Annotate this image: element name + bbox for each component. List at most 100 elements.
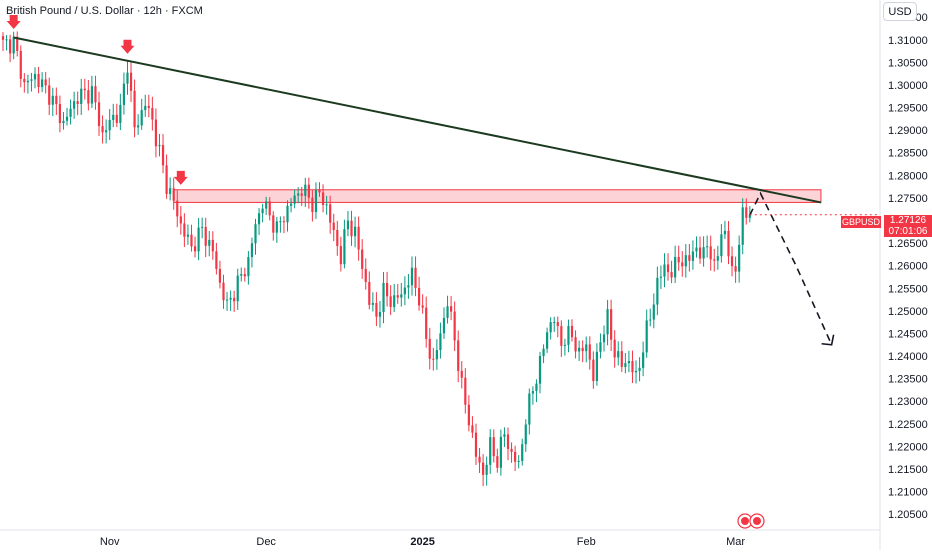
candle [510, 442, 513, 463]
candle [33, 67, 37, 89]
candle [481, 454, 485, 487]
candle-body [510, 448, 513, 452]
candle-body [41, 79, 44, 88]
last-price-badge: 1.27126 07:01:06 [884, 215, 932, 237]
candle [41, 72, 44, 93]
candle [225, 291, 229, 311]
candle [706, 235, 709, 258]
candle-body [371, 303, 374, 305]
forecast-arrowhead [821, 334, 835, 346]
candle [218, 260, 222, 289]
candle [407, 273, 410, 299]
candle [23, 73, 26, 93]
candle [745, 198, 748, 225]
candle-body [112, 114, 115, 120]
candle [727, 221, 730, 265]
candle [393, 283, 396, 312]
candle [282, 216, 286, 234]
candle [567, 319, 570, 353]
candle-body [538, 356, 542, 384]
candle-body [503, 434, 506, 437]
candle [499, 429, 502, 476]
candle [606, 299, 609, 346]
candle-body [229, 297, 232, 300]
candle-body [101, 126, 104, 133]
candle [442, 307, 446, 339]
candle-body [570, 325, 574, 338]
candle-body [457, 340, 460, 371]
candle-body [304, 184, 307, 196]
candle [627, 350, 631, 373]
down-arrow-icon [120, 39, 135, 54]
candle-body [727, 230, 730, 257]
candle [90, 75, 94, 108]
candle-body [307, 184, 310, 198]
candle-body [741, 207, 744, 245]
candle-body [211, 239, 214, 252]
candle-body [695, 247, 698, 252]
candle-body [496, 456, 499, 468]
y-tick-label: 1.28500 [888, 148, 928, 160]
chart-title: British Pound / U.S. Dollar · 12h · FXCM [6, 5, 203, 17]
candle [311, 190, 314, 222]
candle [578, 340, 581, 361]
candle-body [478, 456, 481, 463]
candle-body [265, 201, 268, 209]
candle-body [5, 39, 8, 41]
candle [410, 256, 414, 296]
candle [140, 98, 143, 130]
candle [80, 78, 83, 115]
candle [12, 31, 15, 60]
candle-body [218, 268, 222, 283]
y-tick-label: 1.24000 [888, 351, 928, 363]
candle-body [336, 229, 339, 247]
candle-body [393, 295, 396, 308]
y-tick-label: 1.28000 [888, 170, 928, 182]
candle [649, 308, 652, 327]
candle-body [428, 338, 431, 359]
candle-body [268, 201, 271, 216]
candle-body [154, 119, 158, 147]
candle [464, 368, 467, 414]
candle-body [350, 220, 353, 237]
candle-body [83, 88, 86, 91]
candle-body [535, 383, 538, 392]
candle-body [485, 464, 488, 475]
candle [496, 448, 499, 473]
candle-body [688, 255, 691, 261]
candle-body [225, 299, 229, 301]
candle [48, 77, 51, 116]
candle [638, 357, 641, 382]
candle-body [293, 195, 296, 204]
candle-body [748, 214, 751, 218]
candle [421, 294, 424, 314]
resistance-zone-rect [173, 189, 822, 203]
candle-body [325, 204, 328, 206]
currency-button[interactable]: USD [883, 2, 917, 21]
candle-body [716, 256, 719, 261]
candle-body [446, 306, 449, 318]
candle-body [723, 230, 727, 235]
candle [343, 219, 346, 269]
candle-body [318, 190, 321, 193]
candle-body [197, 227, 200, 252]
candle [169, 177, 172, 201]
candle [286, 200, 289, 232]
candle-body [649, 319, 652, 321]
candle [272, 211, 275, 241]
candle [5, 35, 8, 51]
candle-body [489, 437, 492, 465]
candle [414, 256, 417, 297]
candle [222, 274, 225, 309]
candle-body [321, 192, 325, 205]
candle-body [279, 221, 282, 223]
candle [474, 423, 478, 465]
candle [588, 336, 591, 370]
candle-body [183, 223, 186, 237]
candle [674, 245, 677, 284]
candle [432, 347, 435, 371]
candle [485, 456, 488, 486]
candle-body [581, 347, 584, 352]
candle-body [638, 367, 641, 371]
